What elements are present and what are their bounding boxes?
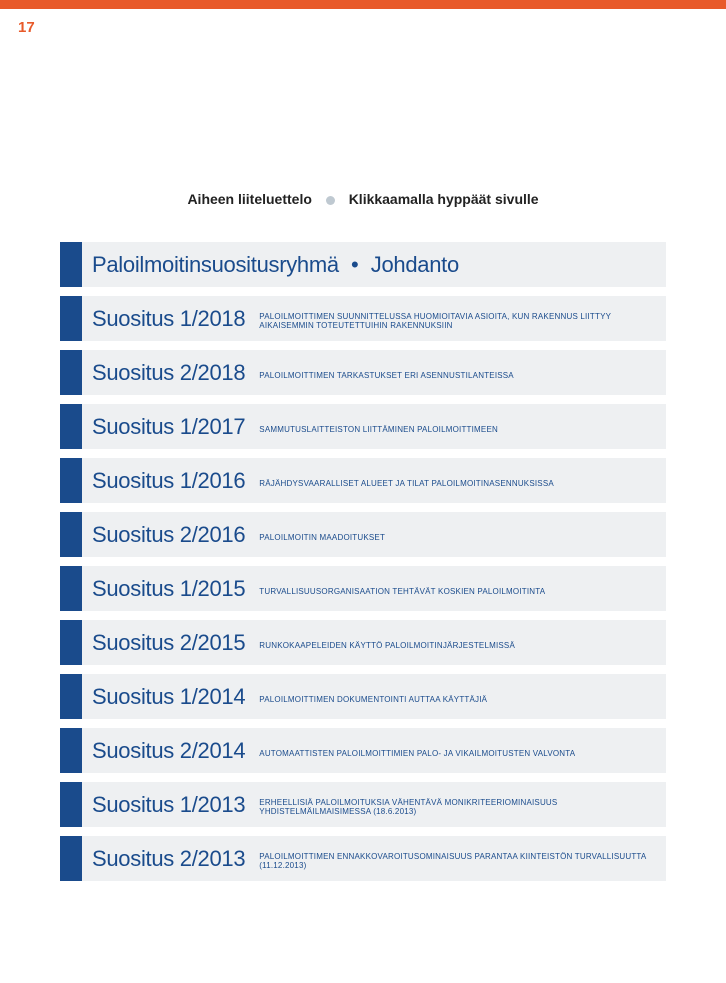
row-body: Suositus 2/2014 AUTOMAATTISTEN PALOILMOIT… bbox=[82, 728, 666, 773]
row-body: Suositus 1/2013 ERHEELLISIÄ PALOILMOITUKS… bbox=[82, 782, 666, 827]
row-tab bbox=[60, 242, 82, 287]
row-tab bbox=[60, 512, 82, 557]
list-row[interactable]: Suositus 1/2014 PALOILMOITTIMEN DOKUMENTO… bbox=[60, 674, 666, 719]
row-body: Suositus 2/2013 PALOILMOITTIMEN ENNAKKOVA… bbox=[82, 836, 666, 881]
list-row[interactable]: Suositus 1/2016 RÄJÄHDYSVAARALLISET ALUEE… bbox=[60, 458, 666, 503]
row-body: Suositus 1/2014 PALOILMOITTIMEN DOKUMENTO… bbox=[82, 674, 666, 719]
row-tab bbox=[60, 566, 82, 611]
row-title: Suositus 2/2016 bbox=[92, 522, 245, 548]
row-tab bbox=[60, 350, 82, 395]
row-title: Suositus 1/2018 bbox=[92, 306, 245, 332]
row-subtitle: ERHEELLISIÄ PALOILMOITUKSIA VÄHENTÄVÄ MO… bbox=[259, 792, 666, 817]
top-accent-bar bbox=[0, 0, 726, 9]
page-number: 17 bbox=[18, 19, 726, 36]
row-body: Suositus 1/2018 PALOILMOITTIMEN SUUNNITTE… bbox=[82, 296, 666, 341]
row-tab bbox=[60, 728, 82, 773]
row-body: Paloilmoitinsuositusryhmä • Johdanto bbox=[82, 242, 666, 287]
intro-row[interactable]: Paloilmoitinsuositusryhmä • Johdanto bbox=[60, 242, 666, 287]
header-right: Klikkaamalla hyppäät sivulle bbox=[349, 191, 539, 207]
row-subtitle: PALOILMOITTIMEN ENNAKKOVAROITUSOMINAISUU… bbox=[259, 846, 666, 871]
row-subtitle: RUNKOKAAPELEIDEN KÄYTTÖ PALOILMOITINJÄRJ… bbox=[259, 635, 515, 651]
row-title: Suositus 2/2014 bbox=[92, 738, 245, 764]
list-row[interactable]: Suositus 1/2018 PALOILMOITTIMEN SUUNNITTE… bbox=[60, 296, 666, 341]
row-body: Suositus 1/2017 SAMMUTUSLAITTEISTON LIITT… bbox=[82, 404, 666, 449]
row-body: Suositus 1/2015 TURVALLISUUSORGANISAATION… bbox=[82, 566, 666, 611]
row-subtitle: PALOILMOITTIMEN DOKUMENTOINTI AUTTAA KÄY… bbox=[259, 689, 487, 705]
list-row[interactable]: Suositus 2/2015 RUNKOKAAPELEIDEN KÄYTTÖ P… bbox=[60, 620, 666, 665]
row-tab bbox=[60, 782, 82, 827]
bullet-icon bbox=[326, 196, 335, 205]
row-tab bbox=[60, 674, 82, 719]
intro-left: Paloilmoitinsuositusryhmä bbox=[92, 252, 339, 278]
row-title: Suositus 1/2014 bbox=[92, 684, 245, 710]
row-subtitle: PALOILMOITTIMEN TARKASTUKSET ERI ASENNUS… bbox=[259, 365, 514, 381]
row-body: Suositus 2/2015 RUNKOKAAPELEIDEN KÄYTTÖ P… bbox=[82, 620, 666, 665]
row-tab bbox=[60, 458, 82, 503]
row-title: Suositus 1/2017 bbox=[92, 414, 245, 440]
header-line: Aiheen liiteluettelo Klikkaamalla hyppää… bbox=[60, 191, 666, 207]
row-title: Suositus 2/2013 bbox=[92, 846, 245, 872]
row-subtitle: AUTOMAATTISTEN PALOILMOITTIMIEN PALO- JA… bbox=[259, 743, 575, 759]
row-body: Suositus 2/2016 PALOILMOITIN MAADOITUKSET bbox=[82, 512, 666, 557]
row-body: Suositus 2/2018 PALOILMOITTIMEN TARKASTUK… bbox=[82, 350, 666, 395]
row-subtitle: SAMMUTUSLAITTEISTON LIITTÄMINEN PALOILMO… bbox=[259, 419, 498, 435]
list-row[interactable]: Suositus 1/2013 ERHEELLISIÄ PALOILMOITUKS… bbox=[60, 782, 666, 827]
row-title: Suositus 1/2013 bbox=[92, 792, 245, 818]
row-tab bbox=[60, 620, 82, 665]
row-tab bbox=[60, 836, 82, 881]
row-title: Suositus 1/2016 bbox=[92, 468, 245, 494]
row-subtitle: TURVALLISUUSORGANISAATION TEHTÄVÄT KOSKI… bbox=[259, 581, 545, 597]
row-title: Suositus 1/2015 bbox=[92, 576, 245, 602]
row-subtitle: PALOILMOITIN MAADOITUKSET bbox=[259, 527, 385, 543]
row-body: Suositus 1/2016 RÄJÄHDYSVAARALLISET ALUEE… bbox=[82, 458, 666, 503]
list-row[interactable]: Suositus 1/2015 TURVALLISUUSORGANISAATION… bbox=[60, 566, 666, 611]
list-row[interactable]: Suositus 2/2018 PALOILMOITTIMEN TARKASTUK… bbox=[60, 350, 666, 395]
list-row[interactable]: Suositus 2/2013 PALOILMOITTIMEN ENNAKKOVA… bbox=[60, 836, 666, 881]
dot-separator: • bbox=[345, 252, 365, 278]
header-left: Aiheen liiteluettelo bbox=[187, 191, 311, 207]
intro-right: Johdanto bbox=[371, 252, 459, 278]
row-tab bbox=[60, 296, 82, 341]
content-area: Aiheen liiteluettelo Klikkaamalla hyppää… bbox=[0, 36, 726, 980]
rows-container: Suositus 1/2018 PALOILMOITTIMEN SUUNNITTE… bbox=[60, 296, 666, 881]
row-title: Suositus 2/2018 bbox=[92, 360, 245, 386]
list-row[interactable]: Suositus 1/2017 SAMMUTUSLAITTEISTON LIITT… bbox=[60, 404, 666, 449]
list-row[interactable]: Suositus 2/2016 PALOILMOITIN MAADOITUKSET bbox=[60, 512, 666, 557]
list-row[interactable]: Suositus 2/2014 AUTOMAATTISTEN PALOILMOIT… bbox=[60, 728, 666, 773]
row-subtitle: PALOILMOITTIMEN SUUNNITTELUSSA HUOMIOITA… bbox=[259, 306, 666, 331]
row-tab bbox=[60, 404, 82, 449]
row-title: Suositus 2/2015 bbox=[92, 630, 245, 656]
row-subtitle: RÄJÄHDYSVAARALLISET ALUEET JA TILAT PALO… bbox=[259, 473, 554, 489]
